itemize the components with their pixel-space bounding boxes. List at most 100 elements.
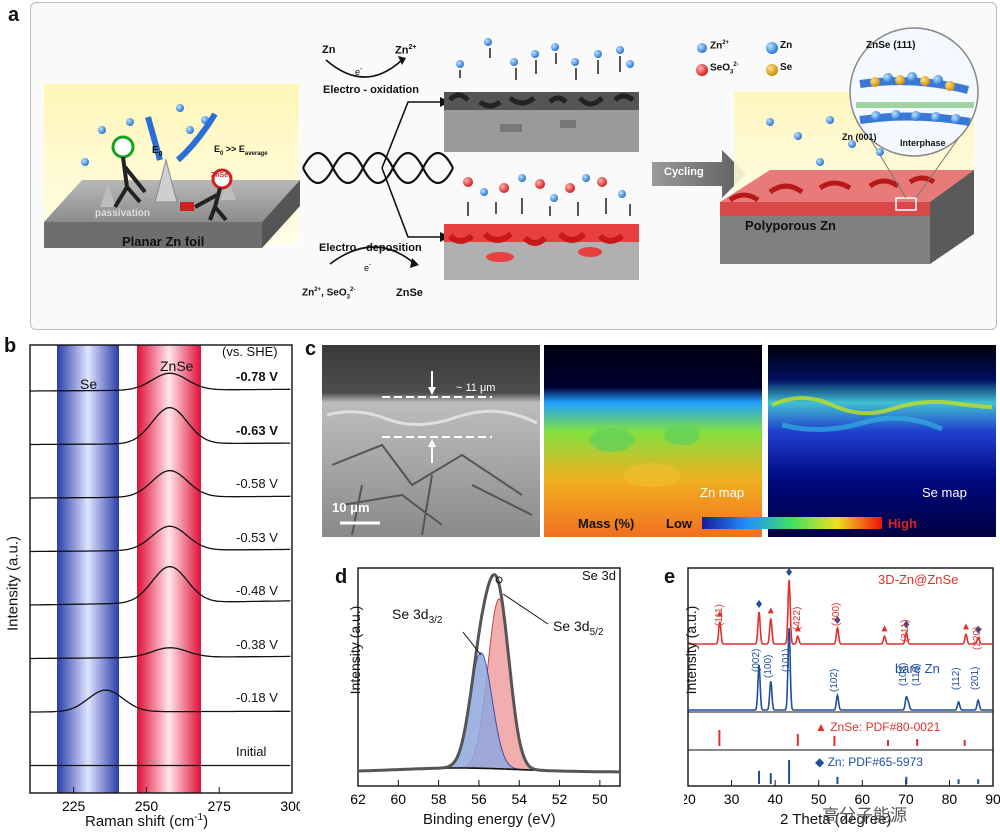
xps-envelope [358, 573, 620, 774]
raman-xlabel: Raman shift (cm-1) [85, 812, 209, 830]
high-label: High [888, 516, 917, 531]
xps-chart: 62 60 58 56 54 52 50 [350, 567, 621, 807]
xrd-chart: 20 30 40 50 60 70 80 90 [684, 567, 1000, 807]
cycling-label: Cycling [664, 166, 704, 178]
xps-xtick-label: 60 [391, 791, 407, 807]
xrd-trace [688, 627, 993, 711]
xrd-xlabel: 2 Theta (degree) [780, 811, 892, 828]
raman-xtick-label: 250 [135, 798, 159, 814]
zn001-label: Zn (001) [842, 132, 877, 142]
xps-xtick-label: 56 [471, 791, 487, 807]
xrd-ref2-label: ◆ Zn: PDF#65-5973 [815, 755, 923, 769]
dep-product: ZnSe [396, 287, 423, 299]
zoom-circle [849, 27, 979, 157]
raman-trace-label: -0.48 V [236, 583, 278, 598]
panel-a-schematic [44, 27, 979, 280]
xrd-hkl-labels: (111) (422) (400) (311) (220) (002) (100) (101)… [684, 560, 1000, 810]
panel-e-label: e [664, 566, 676, 588]
legend-zn: Zn [780, 40, 793, 51]
raman-trace [30, 406, 291, 446]
znse-peak-marker [794, 625, 801, 632]
xrd-trace [688, 579, 993, 645]
znse-peak-marker [881, 625, 888, 632]
thickness-label: ~ 11 μm [456, 382, 496, 394]
xps-xtick-label: 54 [511, 791, 527, 807]
figure-red [211, 168, 233, 190]
xps-xtick-label: 58 [431, 791, 447, 807]
xrd-hkl-blue: (110) [910, 663, 922, 686]
cycling-arrow [652, 150, 746, 198]
raman-chart: 225 250 275 300 [29, 344, 300, 814]
zn-map-image [544, 345, 762, 537]
xps-xlabel: Binding energy (eV) [423, 811, 556, 828]
ref-electrode-label: (vs. SHE) [222, 344, 278, 359]
znse-peak-marker [962, 623, 969, 630]
scale-bar-label: 10 μm [332, 500, 370, 515]
mass-label: Mass (%) [578, 516, 635, 531]
xrd-ref1-label: ▲ ZnSe: PDF#80-0021 [815, 720, 941, 734]
energy-inequality: E0 >> Eaverage [214, 144, 268, 157]
panel-a-label: a [8, 4, 20, 26]
xrd-hkl-blue: (112) [950, 667, 962, 690]
foil-label: Planar Zn foil [122, 234, 205, 249]
poly-front [720, 202, 930, 264]
legend-se: Se [780, 62, 793, 73]
dep-electron: e- [364, 262, 372, 273]
se-band [57, 345, 119, 793]
zn-peak-marker [903, 620, 910, 629]
legend-seo3: SeO32- [710, 62, 739, 76]
zn-peak-marker [756, 600, 763, 608]
xrd-hkl-blue: (002) [751, 648, 763, 672]
passivation-label: passivation [95, 208, 151, 219]
znse-peak-marker [716, 610, 723, 617]
oxidation-label: Electro - oxidation [323, 84, 419, 96]
foil-spike [154, 158, 178, 203]
xrd-hkl-blue: (103) [898, 662, 910, 686]
xrd-hkl-red: (422) [791, 606, 803, 630]
znse111-label: ZnSe (111) [866, 40, 916, 51]
xrd-hkl-blue: (100) [762, 654, 774, 678]
xps-xtick-label: 50 [592, 791, 608, 807]
ox-electron: e- [355, 66, 363, 77]
raman-curve-labels: -0.78 V -0.63 V -0.58 V -0.53 V -0.48 V -0.38… [0, 335, 300, 805]
raman-ylabel: Intensity (a.u.) [4, 535, 22, 632]
peak-3d52-leader [502, 593, 549, 625]
xrd-xtick-label: 20 [684, 791, 696, 807]
znse-badge: ZnSe [211, 172, 229, 179]
xrd-xtick-label: 30 [724, 791, 740, 807]
xrd-hkl-blue: (101) [781, 648, 793, 672]
zn-map-label: Zn map [700, 485, 745, 500]
xrd-hkl-blue: (201) [970, 666, 982, 690]
xrd-series1-label: 3D-Zn@ZnSe [878, 572, 959, 587]
foil-front [44, 222, 262, 248]
peak-3d32-label: Se 3d3/2 [392, 606, 443, 626]
raman-trace-label: -0.53 V [236, 529, 278, 545]
raman-trace [30, 647, 291, 660]
raman-trace-label: -0.63 V [236, 422, 278, 438]
raman-trace-label: -0.18 V [236, 690, 278, 705]
se-band-label: Se [80, 376, 98, 392]
raman-trace-label: -0.38 V [236, 636, 278, 652]
raman-trace-label: -0.58 V [236, 476, 278, 491]
dep-reactants: Zn2+, SeO32- [302, 287, 356, 301]
raman-xtick-label: 225 [62, 798, 86, 814]
xrd-xtick-label: 80 [942, 791, 958, 807]
se-map-label: Se map [922, 485, 967, 500]
e0-label: E0 [152, 145, 163, 158]
zn-peak-marker [786, 568, 793, 576]
watermark: 高分子能源 [822, 806, 907, 826]
xrd-hkl-red: (220) [972, 626, 984, 650]
xps-xtick-label: 62 [350, 791, 366, 807]
panel-d-label: d [335, 566, 348, 588]
xrd-series2-label: bare Zn [895, 661, 940, 676]
xrd-xtick-label: 60 [854, 791, 870, 807]
znse-band-label: ZnSe [160, 358, 194, 374]
ac-spiral [302, 151, 454, 185]
deposition-label: Electro - deposition [319, 242, 422, 254]
xrd-hkl-red: (311) [900, 619, 912, 642]
interphase-label: Interphase [900, 138, 946, 148]
peak-3d32-leader [462, 631, 482, 656]
ox-zn2-label: Zn2+ [395, 44, 417, 57]
ox-zn-label: Zn [322, 44, 336, 56]
xps-ylabel: Intensity (a.u.) [347, 605, 363, 695]
